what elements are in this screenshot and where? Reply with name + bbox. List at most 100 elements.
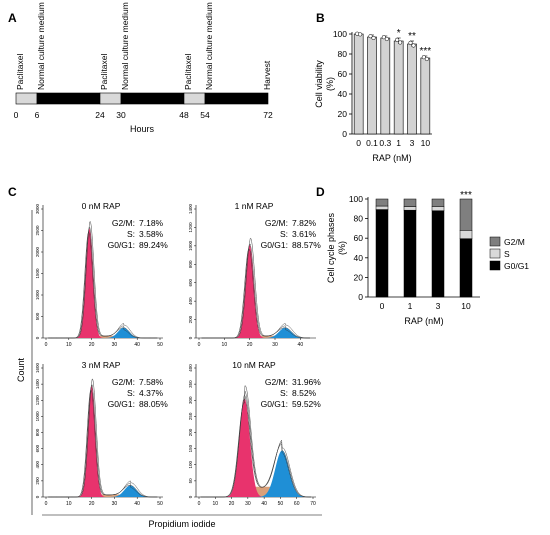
histogram-x-tick-label: 0: [198, 501, 201, 507]
stat-value: 3.61%: [292, 229, 317, 239]
stacked-bar-segment: [375, 205, 389, 210]
histogram-y-tick-label: 600: [35, 444, 40, 452]
histogram-y-tick-label: 0: [188, 495, 193, 498]
histogram-x-tick-label: 20: [247, 342, 253, 348]
stacked-bar-segment: [459, 198, 473, 231]
data-point: [395, 37, 400, 42]
y-tick-label: 20: [338, 109, 348, 119]
y-axis-title-line: Cell viability: [314, 60, 324, 108]
stat-label: G0/G1:: [261, 399, 288, 409]
g0g1-peak: [233, 245, 266, 338]
y-axis-title-line: (%): [337, 241, 347, 255]
y-axis-title-line: (%): [325, 77, 335, 91]
data-point: [381, 35, 386, 40]
g2m-peak: [101, 327, 146, 338]
timeline-tick-label: 24: [95, 110, 105, 120]
stat-label: G2/M:: [112, 218, 135, 228]
significance-marker: ***: [419, 46, 431, 57]
timeline-tick-label: 72: [263, 110, 273, 120]
stacked-bar-segment: [375, 209, 389, 298]
stacked-bar-segment: [459, 238, 473, 298]
bar: [367, 36, 377, 135]
legend-label: S: [504, 249, 510, 259]
histogram-y-tick-label: 600: [188, 278, 193, 286]
x-tick-label: 3: [436, 301, 441, 311]
histogram-x-tick-label: 40: [134, 342, 140, 348]
x-axis-title: RAP (nM): [372, 153, 411, 163]
histogram-title: 10 nM RAP: [232, 360, 276, 370]
y-tick-label: 0: [358, 292, 363, 302]
data-point: [368, 34, 373, 39]
data-point: [358, 32, 363, 37]
histogram-x-tick-label: 20: [89, 342, 95, 348]
histogram-title: 0 nM RAP: [82, 201, 121, 211]
x-axis-title: RAP (nM): [404, 316, 443, 326]
stat-label: S:: [127, 388, 135, 398]
timeline-tick-label: 6: [35, 110, 40, 120]
segment-label: Paclitaxel: [15, 54, 25, 90]
legend-label: G2/M: [504, 237, 525, 247]
histogram-y-tick-label: 3000: [35, 203, 40, 214]
histogram-overlay-line: [201, 248, 310, 339]
stat-value: 88.05%: [139, 399, 168, 409]
histogram-y-tick-label: 2500: [35, 225, 40, 236]
y-axis-title: Cell viability(%): [314, 60, 335, 108]
histogram-overlay-line: [200, 395, 312, 498]
panel-label-d: D: [316, 185, 325, 199]
stacked-bar-segment: [431, 198, 445, 207]
legend-label: G0/G1: [504, 261, 529, 271]
histogram-x-tick-label: 40: [261, 501, 267, 507]
timeline-segment: [183, 92, 206, 105]
histogram-x-tick-label: 30: [112, 342, 118, 348]
stacked-bar-segment: [403, 198, 417, 207]
histogram-x-tick-label: 20: [229, 501, 235, 507]
timeline-panel: Paclitaxel Normal culture medium Paclitaxe…: [14, 2, 273, 134]
data-point: [421, 55, 426, 60]
timeline-tick-label: 0: [14, 110, 19, 120]
histogram-y-tick-label: 800: [188, 260, 193, 268]
stacked-bar-segment: [375, 198, 389, 207]
stacked-bar-segment: [403, 206, 417, 211]
histogram-x-tick-label: 30: [112, 501, 118, 507]
stat-label: G2/M:: [265, 218, 288, 228]
stat-value: 8.52%: [292, 388, 317, 398]
data-point: [384, 36, 389, 42]
y-tick-label: 60: [354, 233, 364, 243]
histogram-x-tick-label: 50: [157, 342, 163, 348]
y-axis-title-line: Cell cycle phases: [326, 212, 336, 283]
g0g1-peak: [74, 228, 104, 338]
histogram: 0 500 1000 1500 2000 2500 3000 0 10 20 30 40 50 0 nM …: [35, 201, 168, 348]
histogram-x-tick-label: 40: [298, 342, 304, 348]
y-tick-label: 100: [349, 194, 363, 204]
stat-label: G2/M:: [265, 377, 288, 387]
pi-axis-title: Propidium iodide: [148, 519, 215, 529]
histogram: 0 50 100 150 200 250 300 350 400 0 10 20 30 40 50 60 70 1…: [188, 360, 321, 507]
x-tick-label: 0: [356, 138, 361, 148]
histogram-y-tick-label: 1000: [35, 289, 40, 300]
x-tick-label: 1: [396, 138, 401, 148]
segment-label: Normal culture medium: [36, 2, 46, 90]
data-point: [371, 35, 376, 41]
stat-value: 7.18%: [139, 218, 164, 228]
harvest-label: Harvest: [262, 60, 272, 90]
y-tick-label: 100: [333, 29, 347, 39]
stacked-bar-segment: [459, 230, 473, 239]
legend-swatch: [489, 248, 501, 259]
stat-value: 89.24%: [139, 240, 168, 250]
legend-swatch: [489, 236, 501, 247]
timeline-tick-label: 54: [200, 110, 210, 120]
histogram-y-tick-label: 0: [35, 495, 40, 498]
histogram-y-tick-label: 400: [35, 461, 40, 469]
histogram-x-tick-label: 60: [294, 501, 300, 507]
histogram-y-tick-label: 200: [188, 428, 193, 436]
histogram-y-tick-label: 300: [188, 396, 193, 404]
histogram-y-tick-label: 50: [188, 478, 193, 484]
viability-chart: 0 20 40 60 80 100 0 0.1 0.3 1 * 3 ** 10 *** RAP (nM) Cel…: [314, 28, 432, 163]
stacked-bar-segment: [431, 210, 445, 298]
timeline-segment: [204, 92, 269, 105]
histogram-y-tick-label: 150: [188, 444, 193, 452]
data-point: [398, 40, 403, 45]
significance-marker: *: [397, 28, 401, 39]
